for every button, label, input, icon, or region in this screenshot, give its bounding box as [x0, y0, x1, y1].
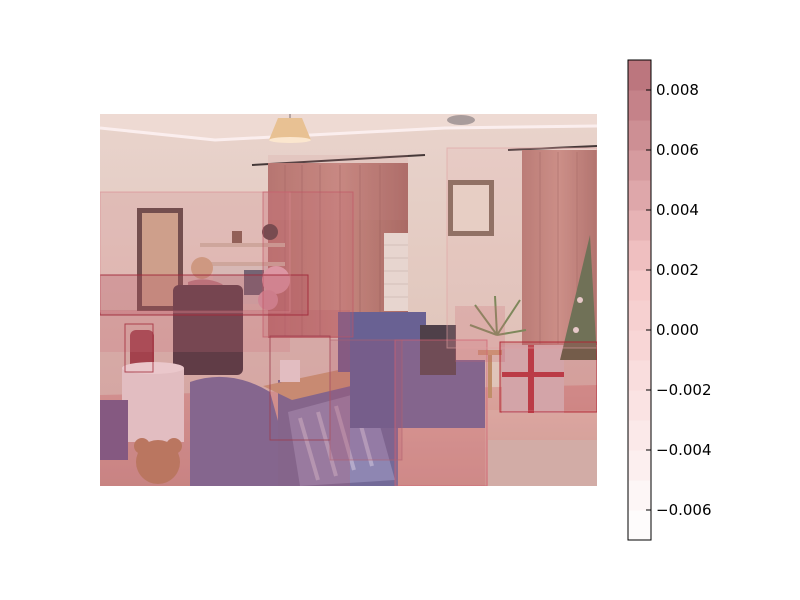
- heatmap-overlay: [100, 114, 597, 486]
- colorbar-band: [628, 150, 651, 181]
- colorbar-tick-label: −0.004: [656, 441, 712, 459]
- colorbar: 0.008 0.006 0.004 0.002 0.000 −0.002 −0.004 −0.…: [627, 59, 712, 541]
- colorbar-band: [628, 390, 651, 421]
- colorbar-tick-label: −0.002: [656, 381, 712, 399]
- colorbar-band: [628, 330, 651, 361]
- colorbar-band: [628, 180, 651, 211]
- colorbar-band: [628, 360, 651, 391]
- colorbar-tick-label: 0.002: [656, 261, 699, 279]
- colorbar-band: [628, 420, 651, 451]
- colorbar-tick-label: −0.006: [656, 501, 712, 519]
- heatmap-background-photo: [100, 114, 597, 486]
- colorbar-tick-label: 0.008: [656, 81, 699, 99]
- colorbar-band: [628, 450, 651, 481]
- colorbar-tick-label: 0.006: [656, 141, 699, 159]
- colorbar-band: [628, 300, 651, 331]
- colorbar-tick-label: 0.004: [656, 201, 699, 219]
- colorbar-band: [628, 480, 651, 511]
- colorbar-frame: [627, 59, 652, 541]
- colorbar-tick-label: 0.000: [656, 321, 699, 339]
- colorbar-band: [628, 90, 651, 121]
- colorbar-band: [628, 270, 651, 301]
- colorbar-band: [628, 240, 651, 271]
- colorbar-band: [628, 120, 651, 151]
- colorbar-band: [628, 60, 651, 91]
- colorbar-band: [628, 510, 651, 541]
- colorbar-band: [628, 210, 651, 241]
